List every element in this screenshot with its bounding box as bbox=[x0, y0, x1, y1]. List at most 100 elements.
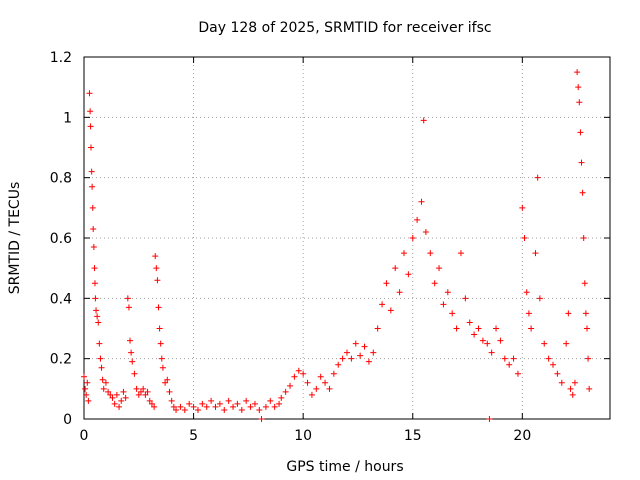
data-point-marker bbox=[109, 394, 116, 401]
data-marks-layer bbox=[81, 69, 593, 422]
data-point-marker bbox=[97, 355, 104, 362]
data-point-marker bbox=[157, 340, 164, 347]
data-point-marker bbox=[247, 403, 254, 410]
data-point-marker bbox=[479, 337, 486, 344]
data-point-marker bbox=[501, 355, 508, 362]
y-tick-label: 1.2 bbox=[50, 50, 72, 66]
data-point-marker bbox=[488, 349, 495, 356]
data-point-marker bbox=[422, 228, 429, 235]
data-point-marker bbox=[528, 325, 535, 332]
data-point-marker bbox=[322, 379, 329, 386]
data-point-marker bbox=[251, 400, 258, 407]
data-point-marker bbox=[186, 400, 193, 407]
data-point-marker bbox=[113, 391, 120, 398]
data-point-marker bbox=[383, 280, 390, 287]
data-point-marker bbox=[82, 385, 89, 392]
data-point-marker bbox=[154, 277, 161, 284]
data-point-marker bbox=[493, 325, 500, 332]
data-point-marker bbox=[545, 355, 552, 362]
data-point-marker bbox=[148, 400, 155, 407]
data-point-marker bbox=[387, 307, 394, 314]
data-point-marker bbox=[190, 403, 197, 410]
data-point-marker bbox=[94, 313, 101, 320]
data-point-marker bbox=[153, 265, 160, 272]
data-point-marker bbox=[348, 355, 355, 362]
data-point-marker bbox=[164, 376, 171, 383]
data-point-marker bbox=[89, 204, 96, 211]
data-point-marker bbox=[379, 301, 386, 308]
data-point-marker bbox=[523, 289, 530, 296]
x-tick-label: 10 bbox=[294, 428, 312, 444]
data-point-marker bbox=[541, 340, 548, 347]
data-point-marker bbox=[405, 271, 412, 278]
plot-frame bbox=[83, 56, 611, 420]
data-point-marker bbox=[571, 379, 578, 386]
data-point-marker bbox=[291, 373, 298, 380]
data-point-marker bbox=[135, 391, 142, 398]
data-point-marker bbox=[221, 406, 228, 413]
data-point-marker bbox=[335, 361, 342, 368]
data-point-marker bbox=[131, 370, 138, 377]
data-point-marker bbox=[216, 400, 223, 407]
data-point-marker bbox=[409, 235, 416, 241]
data-point-marker bbox=[586, 385, 593, 392]
data-point-marker bbox=[91, 265, 98, 272]
data-point-marker bbox=[243, 397, 250, 404]
data-point-marker bbox=[127, 337, 134, 344]
data-point-marker bbox=[457, 250, 464, 257]
data-point-marker bbox=[100, 385, 107, 392]
x-tick-label: 15 bbox=[404, 428, 422, 444]
data-point-marker bbox=[583, 325, 590, 332]
data-point-marker bbox=[199, 400, 206, 407]
data-point-marker bbox=[578, 159, 585, 166]
data-point-marker bbox=[326, 385, 333, 392]
data-point-marker bbox=[128, 349, 135, 356]
data-point-marker bbox=[317, 373, 324, 380]
data-point-marker bbox=[181, 406, 188, 413]
data-point-marker bbox=[177, 403, 184, 410]
data-point-marker bbox=[99, 376, 106, 383]
grid-layer bbox=[84, 57, 610, 419]
data-point-marker bbox=[453, 325, 460, 332]
data-point-marker bbox=[137, 388, 144, 395]
data-point-marker bbox=[116, 403, 123, 410]
data-point-marker bbox=[330, 370, 337, 377]
data-point-marker bbox=[577, 129, 584, 136]
data-point-marker bbox=[563, 340, 570, 347]
data-point-marker bbox=[308, 391, 315, 398]
data-point-marker bbox=[466, 319, 473, 326]
data-point-marker bbox=[554, 370, 561, 377]
data-point-marker bbox=[142, 391, 149, 398]
tick-layer: 0 5 10 15 20 0 0.2 0.4 0.6 0.8 1 1.2 bbox=[50, 50, 610, 444]
data-point-marker bbox=[574, 69, 581, 76]
data-point-marker bbox=[102, 379, 109, 386]
data-point-marker bbox=[166, 388, 173, 395]
y-tick-label: 0.2 bbox=[50, 352, 72, 368]
data-point-marker bbox=[81, 373, 87, 380]
data-point-marker bbox=[92, 295, 99, 302]
data-point-marker bbox=[118, 397, 125, 404]
data-point-marker bbox=[370, 349, 377, 356]
data-point-marker bbox=[144, 388, 151, 395]
y-tick-label: 1 bbox=[63, 110, 72, 126]
data-point-marker bbox=[230, 403, 237, 410]
data-point-marker bbox=[194, 406, 201, 413]
data-point-marker bbox=[129, 358, 136, 365]
data-point-marker bbox=[262, 403, 269, 410]
data-point-marker bbox=[98, 364, 105, 371]
data-point-marker bbox=[486, 416, 493, 422]
data-point-marker bbox=[90, 244, 97, 251]
data-point-marker bbox=[146, 397, 153, 404]
data-point-marker bbox=[427, 250, 434, 257]
data-point-marker bbox=[471, 331, 478, 338]
data-point-marker bbox=[444, 289, 451, 296]
data-point-marker bbox=[162, 379, 169, 386]
y-tick-label: 0.4 bbox=[50, 291, 72, 307]
data-point-marker bbox=[96, 340, 103, 347]
data-point-marker bbox=[85, 397, 92, 404]
data-point-marker bbox=[357, 352, 364, 359]
data-point-marker bbox=[420, 117, 427, 124]
data-point-marker bbox=[173, 406, 180, 413]
x-tick-label: 5 bbox=[189, 428, 198, 444]
